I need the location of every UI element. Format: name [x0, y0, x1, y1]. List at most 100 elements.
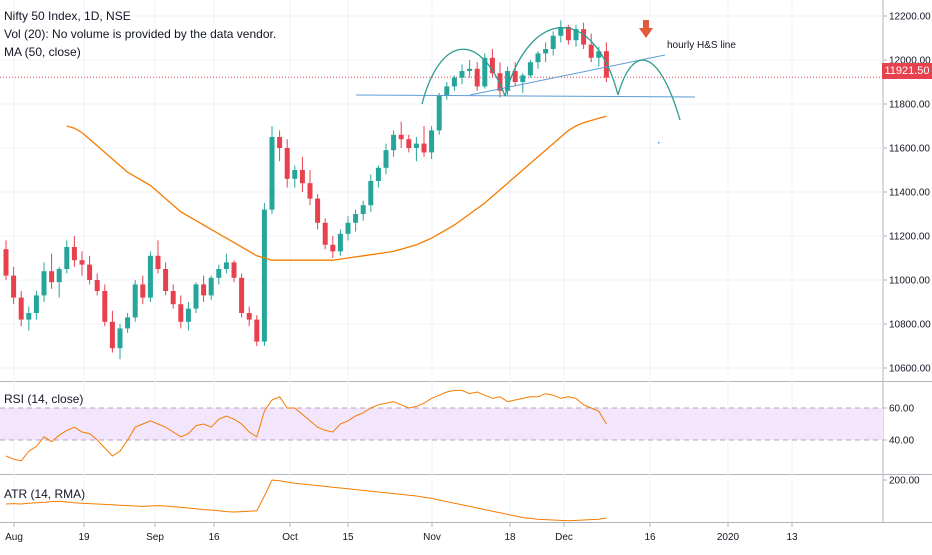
candle-body — [573, 29, 579, 41]
candle-body — [193, 284, 199, 309]
candle-body — [79, 260, 85, 265]
candle-body — [596, 51, 602, 58]
price-tick-label: 10800.00 — [889, 320, 931, 331]
candle — [79, 251, 85, 276]
rsi-line — [5, 389, 607, 462]
candle — [18, 291, 24, 327]
candle — [345, 216, 351, 241]
candle-body — [261, 209, 267, 342]
candle — [413, 137, 419, 162]
candle — [193, 282, 199, 313]
candle-body — [170, 291, 176, 305]
down-arrow-icon — [639, 28, 653, 38]
candle-body — [520, 75, 526, 82]
candle — [383, 143, 389, 175]
candle-body — [117, 328, 123, 349]
price-tick-label: 11800.00 — [889, 100, 930, 111]
ma-line — [66, 115, 607, 261]
time-tick-label: Aug — [5, 532, 23, 543]
candle-body — [391, 134, 397, 151]
candle — [269, 126, 275, 214]
candle — [94, 273, 100, 296]
candle-body — [26, 313, 32, 320]
candle — [216, 264, 222, 285]
candle-body — [102, 291, 108, 322]
candle — [223, 253, 229, 274]
time-tick-label: 2020 — [717, 532, 740, 543]
candle — [497, 62, 503, 98]
price-tick-label: 11000.00 — [889, 276, 930, 287]
candle — [573, 24, 579, 47]
candle-body — [489, 57, 495, 74]
price-tick-label: 12000.00 — [889, 56, 931, 67]
time-tick-label: Sep — [146, 532, 164, 543]
candle — [3, 240, 9, 280]
head-curve — [504, 26, 619, 97]
candle-body — [429, 130, 435, 153]
candle-body — [299, 170, 305, 184]
candle — [147, 251, 153, 302]
candle-body — [132, 284, 138, 318]
candle-body — [87, 264, 93, 280]
candle — [330, 236, 336, 258]
candle-body — [3, 249, 9, 276]
atr-line — [5, 479, 607, 522]
candle-body — [64, 247, 70, 269]
candle-body — [406, 139, 412, 148]
candle — [49, 253, 55, 289]
candle-body — [315, 198, 321, 223]
candle-body — [140, 284, 146, 298]
candle — [277, 130, 283, 162]
symbol-title[interactable]: Nifty 50 Index, 1D, NSE — [4, 9, 131, 23]
time-tick-label: 19 — [78, 532, 90, 543]
candle — [26, 306, 32, 331]
time-tick-label: 18 — [504, 532, 516, 543]
candle — [87, 255, 93, 285]
candle-body — [178, 304, 184, 322]
candle — [581, 22, 587, 49]
candle — [239, 273, 245, 318]
candle-body — [330, 244, 336, 252]
candle-body — [269, 137, 275, 210]
candle-body — [581, 29, 587, 45]
candle-body — [231, 262, 237, 278]
time-tick-label: 16 — [644, 532, 656, 543]
time-tick-label: 13 — [786, 532, 798, 543]
candle-body — [588, 44, 594, 58]
candle — [322, 218, 328, 250]
candle — [254, 315, 260, 346]
right-shoulder-curve — [617, 59, 681, 121]
candle-body — [337, 233, 343, 252]
candle — [391, 130, 397, 157]
volume-legend[interactable]: Vol (20): No volume is provided by the d… — [4, 27, 277, 41]
candle-body — [147, 255, 153, 298]
candle-body — [307, 183, 313, 199]
candle-body — [459, 71, 465, 78]
candle — [451, 75, 457, 91]
candle — [535, 51, 541, 69]
candle-body — [33, 295, 39, 313]
candle — [307, 170, 313, 206]
ma-legend[interactable]: MA (50, close) — [4, 45, 81, 59]
candle — [284, 139, 290, 188]
rsi-legend[interactable]: RSI (14, close) — [4, 392, 84, 406]
candle — [201, 275, 207, 302]
candle — [299, 156, 305, 192]
candle-body — [292, 170, 298, 179]
hs-annotation: hourly H&S line — [667, 40, 736, 51]
candle — [459, 64, 465, 85]
candle — [482, 53, 488, 89]
candle — [185, 302, 191, 331]
candle — [155, 240, 161, 274]
atr-legend[interactable]: ATR (14, RMA) — [4, 487, 86, 501]
candle-body — [474, 68, 480, 87]
candle-body — [208, 277, 214, 296]
candle-body — [497, 73, 503, 91]
candle-body — [345, 222, 351, 234]
candle — [512, 62, 518, 87]
candle-body — [360, 205, 366, 214]
candle — [543, 42, 549, 63]
candle-body — [368, 181, 374, 206]
candle — [368, 174, 374, 212]
